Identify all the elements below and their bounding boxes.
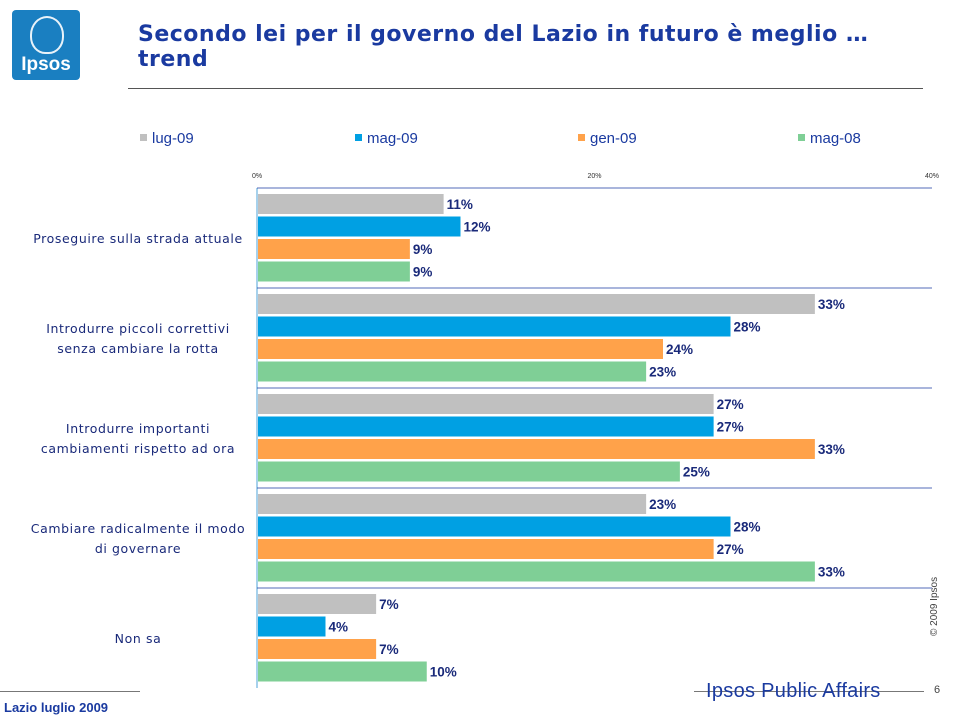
data-label-lug-09: 11% [447,197,473,212]
category-label: di governare [95,541,181,556]
category-label: Proseguire sulla strada attuale [33,231,243,246]
bar-mag-09 [258,516,731,537]
x-tick-label: 40% [925,173,939,180]
bar-gen-09 [258,439,815,459]
bar-gen-09 [258,539,714,559]
bar-lug-09 [258,294,815,314]
bar-gen-09 [258,339,663,359]
ipsos-logo: Ipsos [12,10,80,80]
category-label: Introdurre piccoli correttivi [46,321,230,336]
category-label: Non sa [115,631,162,646]
category-label: cambiamenti rispetto ad ora [41,441,235,456]
legend-swatch-mag-09 [355,134,362,141]
bar-mag-08 [258,661,427,682]
logo-text: Ipsos [21,54,71,75]
bar-mag-08 [258,261,410,282]
data-label-lug-09: 27% [717,397,744,412]
data-label-gen-09: 7% [379,642,399,657]
data-label-gen-09: 33% [818,442,845,457]
page-number: 6 [934,684,941,696]
data-label-lug-09: 23% [649,497,676,512]
bar-gen-09 [258,639,377,659]
data-label-lug-09: 33% [818,297,845,312]
bar-gen-09 [258,239,410,259]
bar-mag-08 [258,361,647,382]
bar-lug-09 [258,394,714,414]
data-label-mag-09: 28% [734,320,761,335]
footer-brand: Ipsos Public Affairs [706,680,881,702]
x-tick-label: 0% [252,173,262,180]
data-label-mag-08: 33% [818,565,845,580]
data-label-gen-09: 9% [413,242,433,257]
legend-swatch-mag-08 [798,134,805,141]
footer-divider-left [0,691,140,692]
data-label-gen-09: 27% [717,542,744,557]
legend-swatch-gen-09 [578,134,585,141]
data-label-mag-08: 9% [413,265,433,280]
footer-divider-right [694,691,924,692]
category-label: Introdurre importanti [66,421,210,436]
data-label-mag-08: 10% [430,665,457,680]
bar-mag-09 [258,416,714,437]
data-label-mag-09: 27% [717,420,744,435]
footer-label: Lazio luglio 2009 [4,700,109,715]
legend-label-lug-09: lug-09 [152,130,194,147]
title-divider [128,88,923,89]
bar-mag-08 [258,561,815,582]
category-label: Cambiare radicalmente il modo [31,521,245,536]
data-label-mag-09: 28% [734,520,761,535]
logo-head-icon [30,16,64,54]
bar-mag-09 [258,216,461,237]
x-tick-label: 20% [587,173,601,180]
data-label-lug-09: 7% [379,597,399,612]
legend-swatch-lug-09 [140,134,147,141]
data-label-mag-08: 25% [683,465,710,480]
legend-label-gen-09: gen-09 [590,130,637,147]
page-title: Secondo lei per il governo del Lazio in … [138,22,869,72]
data-label-gen-09: 24% [666,342,693,357]
bar-mag-09 [258,616,326,637]
data-label-mag-09: 4% [329,620,349,635]
copyright-text: © 2009 Ipsos [929,576,940,636]
category-label: senza cambiare la rotta [57,341,219,356]
data-label-mag-08: 23% [649,365,676,380]
bar-mag-09 [258,316,731,337]
bar-lug-09 [258,494,647,514]
bar-lug-09 [258,594,377,614]
data-label-mag-09: 12% [464,220,491,235]
legend-label-mag-08: mag-08 [810,130,861,147]
bar-mag-08 [258,461,680,482]
legend-label-mag-09: mag-09 [367,130,418,147]
bar-lug-09 [258,194,444,214]
